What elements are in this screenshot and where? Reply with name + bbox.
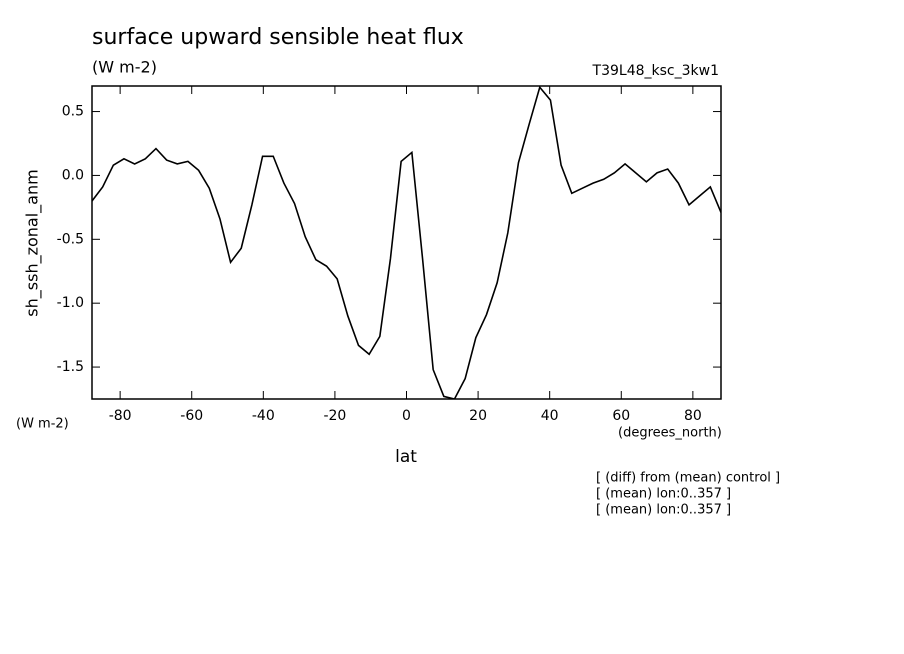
x-tick-label: 40 <box>541 408 559 424</box>
x-tick-label: -60 <box>180 408 203 424</box>
y-axis-label: sh_ssh_zonal_anm <box>23 169 43 316</box>
note: [ (diff) from (mean) control ] <box>596 471 780 486</box>
chart-title: surface upward sensible heat flux <box>92 25 464 50</box>
x-tick-label: 60 <box>612 408 630 424</box>
x-tick-label: 0 <box>402 408 411 424</box>
subtitle: (W m-2) <box>92 58 157 77</box>
y-tick-label: 0.0 <box>62 167 84 183</box>
note: [ (mean) lon:0..357 ] <box>596 503 731 518</box>
x-axis-label: lat <box>395 447 417 467</box>
x-tick-label: 20 <box>469 408 487 424</box>
x-units: (degrees_north) <box>618 426 722 441</box>
x-tick-label: -40 <box>252 408 275 424</box>
x-tick-label: 80 <box>684 408 702 424</box>
y-tick-label: -1.5 <box>57 359 84 375</box>
x-tick-label: -80 <box>109 408 132 424</box>
y-tick-label: -0.5 <box>57 231 84 247</box>
x-tick-label: -20 <box>323 408 346 424</box>
note: [ (mean) lon:0..357 ] <box>596 487 731 502</box>
y-tick-label: -1.0 <box>57 295 84 311</box>
y-units: (W m-2) <box>16 417 69 432</box>
run-label: T39L48_ksc_3kw1 <box>592 63 719 79</box>
plot-frame <box>91 85 722 400</box>
data-line <box>92 86 721 399</box>
y-tick-label: 0.5 <box>62 104 84 120</box>
